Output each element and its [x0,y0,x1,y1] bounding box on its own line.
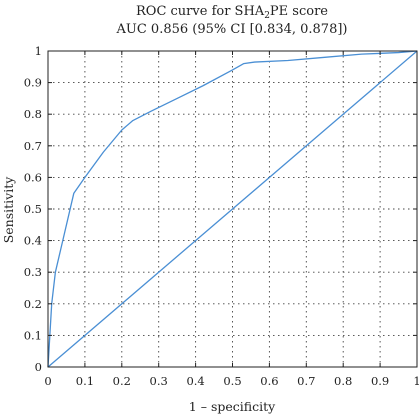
chart-title-line2: AUC 0.856 (95% CI [0.834, 0.878]) [116,22,348,37]
y-tick-label: 0.1 [24,328,42,342]
y-tick-label: 0.7 [24,139,42,153]
x-tick-label: 0.5 [223,374,241,388]
x-tick-label: 0.8 [334,374,352,388]
y-tick-label: 0.3 [24,265,42,279]
plot-series [47,50,418,368]
y-tick-label: 1 [35,44,42,58]
y-tick-label: 0.8 [24,107,42,121]
chart-title-prefix: ROC curve for SHA [136,4,265,19]
x-tick-label: 0.6 [260,374,278,388]
chart-title-suffix: PE score [270,4,328,19]
x-tick-label: 1 [413,374,419,388]
x-tick-label: 0.2 [113,374,131,388]
x-axis-label: 1 – specificity [189,399,276,414]
x-tick-label: 0.1 [76,374,94,388]
y-tick-label: 0.5 [24,202,42,216]
y-tick-label: 0.6 [24,170,42,184]
x-tick-label: 0.9 [371,374,389,388]
y-tick-label: 0.4 [24,234,42,248]
y-tick-label: 0.9 [24,76,42,90]
chart-title-subscript: 2 [264,11,270,21]
x-tick-label: 0.3 [150,374,168,388]
x-tick-label: 0.7 [297,374,315,388]
grid [48,51,417,367]
plot-frame [47,50,418,368]
roc-curve [47,50,418,368]
chart-title-line1: ROC curve for SHA2PE score [136,4,328,21]
reference-diagonal [47,50,418,368]
y-axis-label: Sensitivity [1,176,16,244]
x-tick-label: 0 [44,374,51,388]
x-tick-label: 0.4 [186,374,204,388]
axes: 0 0.1 0.2 0.3 0.4 0.5 0.6 0.7 0.8 0.9 1 0 0.1 0.2 0.3 0… [24,44,419,388]
y-tick-label: 0 [35,360,42,374]
y-tick-label: 0.2 [24,297,42,311]
